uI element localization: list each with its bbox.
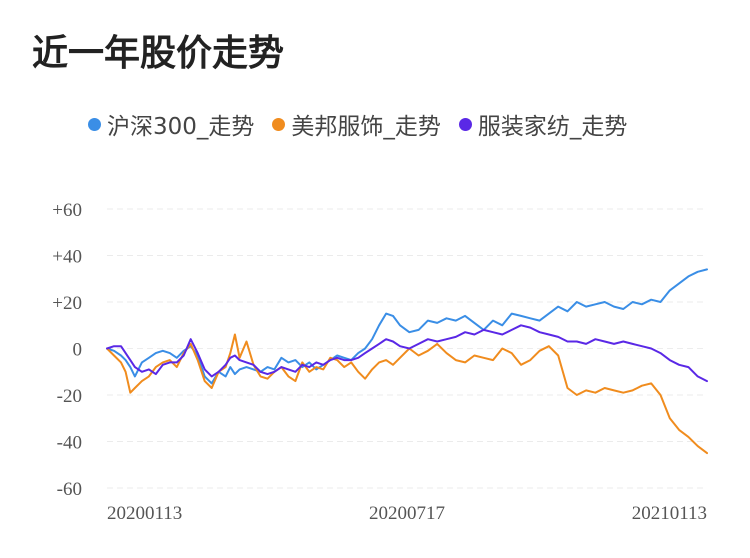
y-tick-label: +20 <box>52 293 82 314</box>
legend-label: 美邦服饰_走势 <box>291 114 441 140</box>
y-tick-label: -20 <box>57 386 82 407</box>
legend-item-textile-apparel[interactable]: 服装家纺_走势 <box>458 107 628 141</box>
legend-item-hs300[interactable]: 沪深300_走势 <box>88 107 254 141</box>
legend-dot-icon <box>458 117 472 131</box>
y-tick-label: +40 <box>52 247 82 268</box>
chart-title: 近一年股价走势 <box>32 33 285 74</box>
x-tick-label: 20200717 <box>369 503 445 524</box>
y-tick-label: +60 <box>52 200 82 221</box>
legend-dot-icon <box>88 117 101 131</box>
legend-label: 服装家纺_走势 <box>477 114 628 140</box>
x-tick-label: 20200113 <box>107 503 182 524</box>
y-tick-label: -40 <box>57 433 82 454</box>
y-tick-label: -60 <box>57 479 82 500</box>
y-tick-label: 0 <box>73 340 83 361</box>
series-line-2 <box>106 324 708 383</box>
series-line-1 <box>106 333 708 455</box>
chart-legend: 沪深300_走势 美邦服饰_走势 服装家纺_走势 <box>88 107 645 141</box>
series-line-0 <box>106 268 708 385</box>
legend-dot-icon <box>272 117 286 131</box>
legend-item-metersbonwe[interactable]: 美邦服饰_走势 <box>272 107 441 141</box>
legend-label: 沪深300_走势 <box>107 114 255 140</box>
x-tick-label: 20210113 <box>632 503 707 524</box>
